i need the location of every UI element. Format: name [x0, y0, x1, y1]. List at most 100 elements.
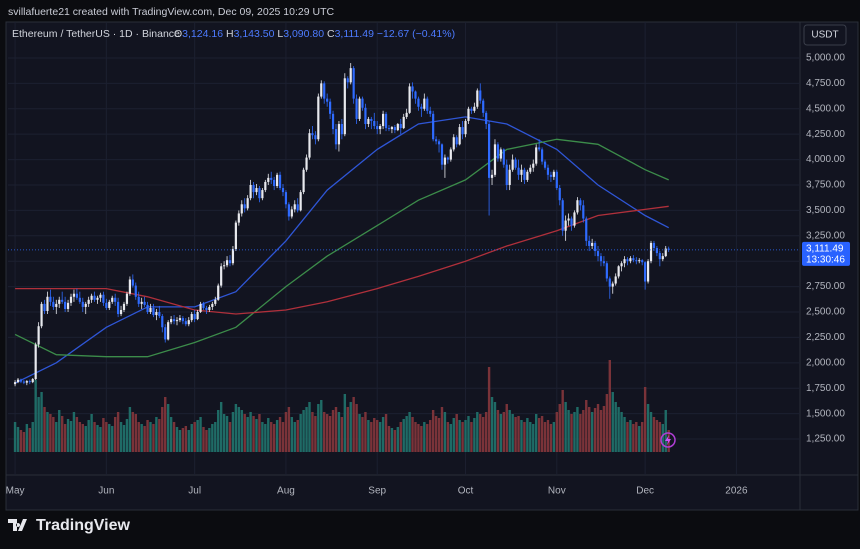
candle-body	[449, 149, 452, 160]
candle-body	[270, 177, 273, 180]
volume-bar	[72, 412, 76, 452]
candle-body	[58, 299, 61, 304]
candle-body	[343, 78, 346, 135]
candle-body	[352, 68, 355, 99]
volume-bar	[605, 394, 609, 452]
candle-body	[55, 303, 58, 307]
volume-bar	[314, 416, 317, 452]
volume-bar	[343, 394, 347, 452]
volume-bar	[482, 417, 485, 452]
volume-bar	[367, 420, 370, 452]
moving-average	[14, 138, 669, 358]
candle-body	[517, 167, 520, 175]
candle-body	[255, 188, 258, 193]
volume-bar	[275, 420, 279, 452]
candle-body	[131, 279, 134, 286]
volume-bar	[287, 407, 291, 452]
volume-bar	[296, 420, 299, 452]
volume-bar	[161, 407, 164, 452]
axes: 1,250.00 1,500.00 1,750.00 2,000.00 2,250.00…	[6, 53, 850, 497]
open: 3,124.16	[182, 28, 223, 40]
candle-body	[231, 249, 235, 264]
candle-body	[237, 213, 240, 223]
candle-body	[25, 381, 28, 383]
candle-body	[66, 302, 70, 309]
volume-bar	[340, 417, 344, 452]
candle-body	[220, 266, 223, 286]
candle-body	[125, 293, 129, 304]
volume-bar	[408, 412, 411, 452]
volume-bar	[534, 414, 538, 452]
candle-body	[543, 161, 547, 168]
candle-body	[102, 294, 105, 303]
volume-bar	[199, 417, 202, 452]
x-tick-label: Sep	[368, 486, 386, 497]
candle-body	[117, 301, 120, 315]
candle-body	[258, 188, 261, 199]
volume-bar	[608, 360, 612, 452]
volume-bar	[526, 418, 529, 452]
volume-bar	[63, 424, 67, 452]
volume-bar	[396, 427, 400, 452]
candle-body	[96, 297, 99, 300]
candle-body	[193, 314, 196, 320]
y-tick-label: 4,250.00	[806, 129, 845, 140]
candle-body	[155, 312, 158, 316]
volume-bar	[84, 426, 87, 452]
candle-body	[567, 218, 570, 221]
candle-body	[608, 278, 611, 287]
volume-bar	[181, 428, 185, 452]
volume-bar	[373, 418, 376, 452]
volume-bar	[111, 426, 114, 452]
volume-bar	[25, 424, 29, 452]
alert-bolt	[665, 435, 671, 445]
volume-bar	[172, 422, 176, 452]
volume-bar	[470, 422, 473, 452]
volume-bar	[623, 417, 626, 452]
candle-body	[134, 285, 137, 297]
y-tick-label: 2,750.00	[806, 281, 845, 292]
x-tick-label: Oct	[458, 486, 474, 497]
volume-bar	[49, 414, 52, 452]
y-tick-label: 1,250.00	[806, 434, 845, 445]
candle-body	[502, 149, 505, 165]
volume-bar	[81, 424, 84, 452]
volume-bar	[19, 430, 23, 452]
y-tick-label: 4,750.00	[806, 78, 845, 89]
volume-bar	[208, 428, 211, 452]
candle-body	[623, 259, 626, 264]
candle-body	[505, 164, 508, 185]
y-tick-label: 3,250.00	[806, 230, 845, 241]
candle-body	[432, 113, 435, 140]
x-tick-label: 2026	[725, 486, 748, 497]
countdown: 13:30:46	[806, 255, 845, 266]
volume-bar	[325, 414, 329, 452]
volume-bar	[423, 422, 426, 452]
volume-bar	[137, 422, 140, 452]
y-tick-label: 2,250.00	[806, 332, 845, 343]
volume-bar	[361, 417, 364, 452]
volume-bar	[508, 410, 511, 452]
low-label: L	[277, 28, 283, 40]
candle-body	[75, 293, 78, 298]
candle-body	[211, 303, 214, 307]
volume-bar	[646, 404, 650, 452]
candle-body	[479, 90, 482, 101]
candle-body	[184, 321, 187, 325]
volume-bar	[37, 397, 40, 452]
volume-bar	[305, 407, 308, 452]
volume-bar	[464, 420, 467, 452]
currency-button[interactable]	[803, 24, 847, 46]
candle-body	[196, 312, 199, 320]
candle-body	[305, 157, 308, 170]
volume-bar	[28, 428, 31, 452]
alert-icon[interactable]	[660, 432, 676, 448]
volume-bar	[643, 387, 647, 452]
volume-bar	[458, 420, 461, 452]
candle-body	[546, 167, 550, 175]
volume-bar	[529, 422, 532, 452]
volume-bar	[549, 424, 553, 452]
candle-body	[579, 200, 582, 206]
candle-body	[49, 296, 52, 302]
